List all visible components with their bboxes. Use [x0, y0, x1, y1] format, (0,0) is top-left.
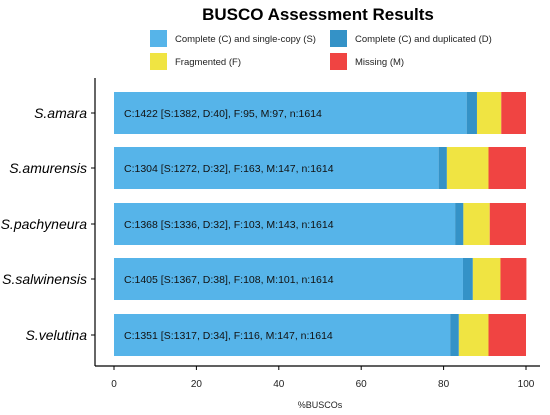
x-tick-label-60: 60 [356, 379, 368, 390]
bar-segment-0-1 [466, 92, 477, 134]
x-tick-label-0: 0 [111, 379, 117, 390]
bar-segment-3-3 [500, 258, 527, 300]
bar-label-1: C:1304 [S:1272, D:32], F:163, M:147, n:1… [124, 163, 334, 175]
legend-swatch-0 [150, 30, 167, 47]
chart-title: BUSCO Assessment Results [202, 5, 434, 24]
bar-label-4: C:1351 [S:1317, D:34], F:116, M:147, n:1… [124, 330, 333, 342]
bar-segment-3-2 [472, 258, 501, 300]
bar-segment-3-0 [114, 258, 463, 300]
bar-label-3: C:1405 [S:1367, D:38], F:108, M:101, n:1… [124, 274, 334, 286]
bar-segment-2-2 [463, 203, 490, 245]
bar-segment-4-1 [450, 314, 459, 356]
bar-segment-4-3 [488, 314, 526, 356]
bar-segment-4-2 [458, 314, 489, 356]
legend-label-0: Complete (C) and single-copy (S) [175, 34, 316, 45]
bar-segment-0-0 [114, 92, 467, 134]
y-tick-label-4: S.velutina [26, 327, 88, 343]
bar-segment-2-0 [114, 203, 456, 245]
y-tick-label-1: S.amurensis [9, 160, 87, 176]
legend-swatch-1 [330, 30, 347, 47]
bar-segment-4-0 [114, 314, 451, 356]
legend-label-1: Complete (C) and duplicated (D) [355, 34, 492, 45]
bar-label-0: C:1422 [S:1382, D:40], F:95, M:97, n:161… [124, 108, 322, 120]
chart-legend: Complete (C) and single-copy (S) Complete… [150, 30, 492, 70]
bar-segment-3-1 [462, 258, 473, 300]
y-tick-label-3: S.salwinensis [2, 271, 87, 287]
x-tick-label-20: 20 [191, 379, 203, 390]
x-tick-label-40: 40 [273, 379, 285, 390]
bar-segment-0-2 [476, 92, 502, 134]
bar-segment-1-1 [438, 147, 447, 189]
bar-segment-0-3 [501, 92, 526, 134]
bar-label-2: C:1368 [S:1336, D:32], F:103, M:143, n:1… [124, 219, 334, 231]
bar-segment-2-1 [455, 203, 464, 245]
legend-label-2: Fragmented (F) [175, 57, 241, 68]
bar-segment-1-3 [488, 147, 526, 189]
legend-swatch-2 [150, 53, 167, 70]
y-tick-label-2: S.pachyneura [1, 216, 88, 232]
legend-label-3: Missing (M) [355, 57, 404, 68]
bar-segment-1-2 [446, 147, 489, 189]
x-axis-label: %BUSCOs [298, 400, 343, 410]
plot-area: 0 20 40 60 80 100 S.amara C:1422 [S:1382, D:40]… [1, 78, 540, 390]
x-tick-label-100: 100 [518, 379, 535, 390]
bar-segment-2-3 [489, 203, 526, 245]
legend-swatch-3 [330, 53, 347, 70]
x-tick-label-80: 80 [438, 379, 450, 390]
y-tick-label-0: S.amara [34, 105, 87, 121]
bar-segment-1-0 [114, 147, 439, 189]
